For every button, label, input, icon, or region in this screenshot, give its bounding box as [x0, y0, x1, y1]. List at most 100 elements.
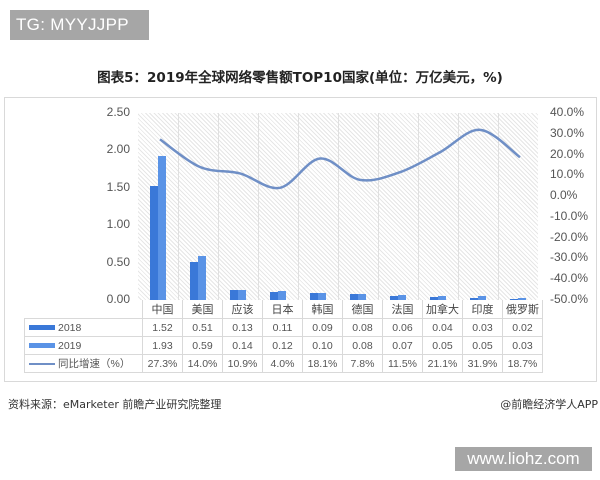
source-note: 资料来源：eMarketer 前瞻产业研究院整理 [8, 398, 222, 411]
table-cell: 0.08 [342, 336, 383, 355]
table-cell: 0.13 [222, 318, 263, 337]
legend-2019-label: 2019 [58, 339, 82, 352]
table-row-growth: 同比增速（%） 27.3% 14.0% 10.9% 4.0% 18.1% 7.8% 11.5… [24, 354, 543, 373]
category-divider [178, 113, 179, 300]
bar-2018 [270, 291, 278, 300]
right-axis-tick: -50.0% [550, 292, 589, 306]
table-cell: 4.0% [262, 354, 303, 373]
table-cell: 1.52 [142, 318, 183, 337]
bar-2018 [430, 297, 438, 300]
bar-2018 [390, 295, 398, 300]
table-cell: 18.7% [502, 354, 543, 373]
table-cell: 18.1% [302, 354, 343, 373]
table-cell: 0.07 [382, 336, 423, 355]
table-cell: 0.51 [182, 318, 223, 337]
table-cell: 0.14 [222, 336, 263, 355]
category-divider [498, 113, 499, 300]
watermark-top: TG: MYYJJPP [10, 10, 149, 40]
watermark-bottom: www.liohz.com [455, 447, 592, 471]
bar-2019 [238, 289, 246, 300]
left-axis-tick: 2.50 [106, 105, 130, 119]
left-axis-tick: 2.00 [106, 142, 130, 157]
category-label: 应该 [222, 300, 263, 319]
right-axis-tick: 10.0% [550, 167, 585, 182]
bar-2019 [398, 294, 406, 300]
chart-frame [4, 97, 597, 382]
bar-2019 [358, 294, 366, 300]
right-axis-tick: 30.0% [550, 125, 585, 140]
table-cell: 14.0% [182, 354, 223, 373]
table-cell: 0.08 [342, 318, 383, 337]
table-cell: 0.03 [462, 318, 503, 337]
table-cell: 10.9% [222, 354, 263, 373]
table-cell: 0.06 [382, 318, 423, 337]
table-cell: 31.9% [462, 354, 503, 373]
legend-2019-swatch [29, 343, 55, 349]
bar-2018 [350, 294, 358, 300]
left-axis-tick: 0.00 [106, 292, 130, 306]
bar-2019 [158, 155, 166, 300]
growth-line [159, 128, 521, 190]
table-cell: 21.1% [422, 354, 463, 373]
category-divider [458, 113, 459, 300]
category-divider [338, 113, 339, 300]
table-cell: 11.5% [382, 354, 423, 373]
growth-line-path [159, 128, 521, 190]
credit-note: @前瞻经济学人APP [500, 398, 598, 411]
category-label: 日本 [262, 300, 303, 319]
table-cell: 27.3% [142, 354, 183, 373]
right-axis-tick: -30.0% [550, 250, 589, 265]
bar-2018 [150, 186, 158, 300]
category-label: 德国 [342, 300, 383, 319]
chart-title: 图表5：2019年全球网络零售额TOP10国家(单位：万亿美元，%) [97, 70, 503, 86]
table-cell: 0.09 [302, 318, 343, 337]
category-label: 美国 [182, 300, 223, 319]
table-cell: 0.12 [262, 336, 303, 355]
category-label: 俄罗斯 [502, 300, 543, 319]
table-cell: 1.93 [142, 336, 183, 355]
table-cell: 0.02 [502, 318, 543, 337]
legend-growth-label: 同比增速（%） [58, 358, 131, 370]
table-row-2019: 2019 1.93 0.59 0.14 0.12 0.10 0.08 0.07 0.05 0.0… [24, 336, 543, 355]
bar-2019 [438, 296, 446, 300]
right-axis-tick: 0.0% [550, 188, 578, 203]
category-label: 印度 [462, 300, 503, 319]
right-axis-tick: -20.0% [550, 229, 589, 244]
category-divider [218, 113, 219, 300]
category-divider [418, 113, 419, 300]
right-axis-tick: -40.0% [550, 271, 589, 286]
left-axis-tick: 1.00 [106, 217, 130, 232]
right-axis-tick: -10.0% [550, 208, 589, 223]
table-cell: 0.05 [422, 336, 463, 355]
table-cell: 0.03 [502, 336, 543, 355]
bar-2019 [478, 296, 486, 300]
legend-2018-label: 2018 [58, 321, 82, 334]
category-label: 加拿大 [422, 300, 463, 319]
category-divider [258, 113, 259, 300]
left-axis-tick: 0.50 [106, 254, 130, 269]
table-row-2018: 2018 1.52 0.51 0.13 0.11 0.09 0.08 0.06 0.04 0.0… [24, 318, 543, 337]
bar-2019 [278, 291, 286, 300]
category-row: 中国 美国 应该 日本 韩国 德国 法国 加拿大 印度 俄罗斯 [25, 300, 543, 319]
table-cell: 0.04 [422, 318, 463, 337]
left-axis-tick: 1.50 [106, 179, 130, 194]
table-cell: 7.8% [342, 354, 383, 373]
table-cell: 0.10 [302, 336, 343, 355]
bar-2018 [310, 293, 318, 300]
bar-2018 [470, 297, 478, 300]
category-divider [378, 113, 379, 300]
table-cell: 0.59 [182, 336, 223, 355]
data-table: 中国 美国 应该 日本 韩国 德国 法国 加拿大 印度 俄罗斯 2018 1.52 0.51 0.13… [24, 300, 543, 373]
right-axis-tick: 40.0% [550, 105, 585, 119]
bar-2019 [318, 292, 326, 300]
bar-2019 [198, 255, 206, 300]
category-label: 中国 [142, 300, 183, 319]
plot-area [138, 113, 538, 300]
legend-growth-line-swatch [29, 363, 55, 366]
bar-2018 [230, 290, 238, 300]
bar-2019 [518, 297, 526, 300]
bar-2018 [510, 298, 518, 300]
legend-2018-swatch [29, 325, 55, 331]
right-axis-tick: 20.0% [550, 146, 585, 161]
category-label: 韩国 [302, 300, 343, 319]
